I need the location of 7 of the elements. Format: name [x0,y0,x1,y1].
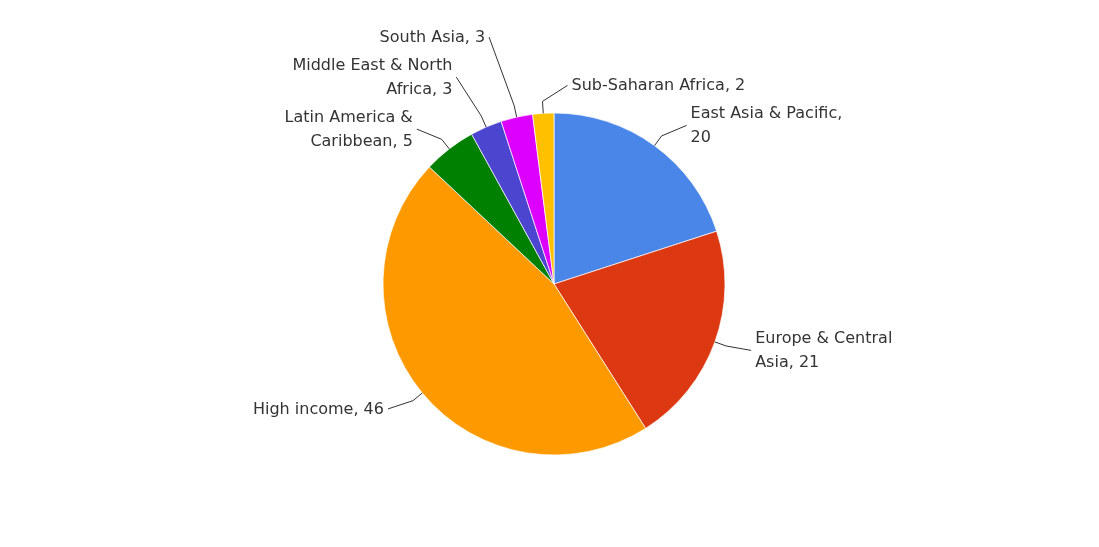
slice-label: Latin America & Caribbean, 5 [284,106,413,150]
slice-label: East Asia & Pacific, 20 [690,103,843,147]
slice-label: Sub-Saharan Africa, 2 [571,75,746,95]
slice-label: South Asia, 3 [379,26,486,46]
slice-label: High income, 46 [253,398,384,418]
slice-label: Europe & Central Asia, 21 [755,328,893,372]
slice-label: Middle East & North Africa, 3 [292,54,453,98]
